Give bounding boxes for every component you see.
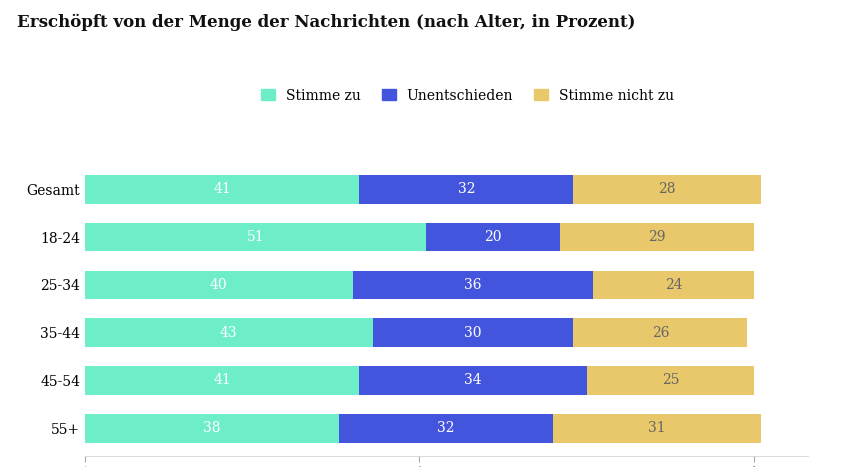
Bar bbox=[85, 366, 360, 395]
Text: 38: 38 bbox=[203, 421, 221, 435]
Text: 41: 41 bbox=[213, 182, 231, 196]
Bar bbox=[85, 175, 360, 204]
Text: 34: 34 bbox=[464, 373, 482, 388]
Text: 28: 28 bbox=[658, 182, 676, 196]
Text: 32: 32 bbox=[438, 421, 455, 435]
Bar bbox=[593, 270, 754, 299]
Text: 30: 30 bbox=[464, 326, 482, 340]
Text: 32: 32 bbox=[457, 182, 475, 196]
Bar bbox=[553, 414, 761, 443]
Bar bbox=[560, 223, 754, 251]
Text: 20: 20 bbox=[484, 230, 501, 244]
Bar bbox=[353, 270, 593, 299]
Text: Erschöpft von der Menge der Nachrichten (nach Alter, in Prozent): Erschöpft von der Menge der Nachrichten … bbox=[17, 14, 636, 31]
Text: 40: 40 bbox=[210, 278, 228, 292]
Text: 25: 25 bbox=[661, 373, 679, 388]
Text: 41: 41 bbox=[213, 373, 231, 388]
Text: 24: 24 bbox=[665, 278, 683, 292]
Bar bbox=[426, 223, 560, 251]
Bar bbox=[586, 366, 754, 395]
Bar bbox=[339, 414, 553, 443]
Bar bbox=[574, 318, 747, 347]
Bar bbox=[574, 175, 761, 204]
Text: 43: 43 bbox=[220, 326, 238, 340]
Text: 36: 36 bbox=[464, 278, 482, 292]
Text: 51: 51 bbox=[246, 230, 264, 244]
Bar bbox=[360, 175, 574, 204]
Text: 31: 31 bbox=[649, 421, 666, 435]
Bar bbox=[372, 318, 574, 347]
Bar bbox=[85, 414, 339, 443]
Legend: Stimme zu, Unentschieden, Stimme nicht zu: Stimme zu, Unentschieden, Stimme nicht z… bbox=[255, 83, 680, 108]
Text: 26: 26 bbox=[652, 326, 669, 340]
Bar bbox=[85, 270, 353, 299]
Bar bbox=[85, 223, 426, 251]
Bar bbox=[360, 366, 586, 395]
Text: 29: 29 bbox=[649, 230, 666, 244]
Bar bbox=[85, 318, 372, 347]
